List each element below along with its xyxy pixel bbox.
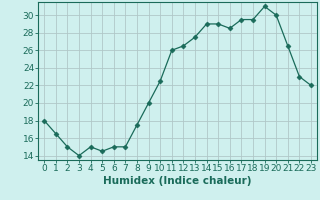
X-axis label: Humidex (Indice chaleur): Humidex (Indice chaleur) bbox=[103, 176, 252, 186]
